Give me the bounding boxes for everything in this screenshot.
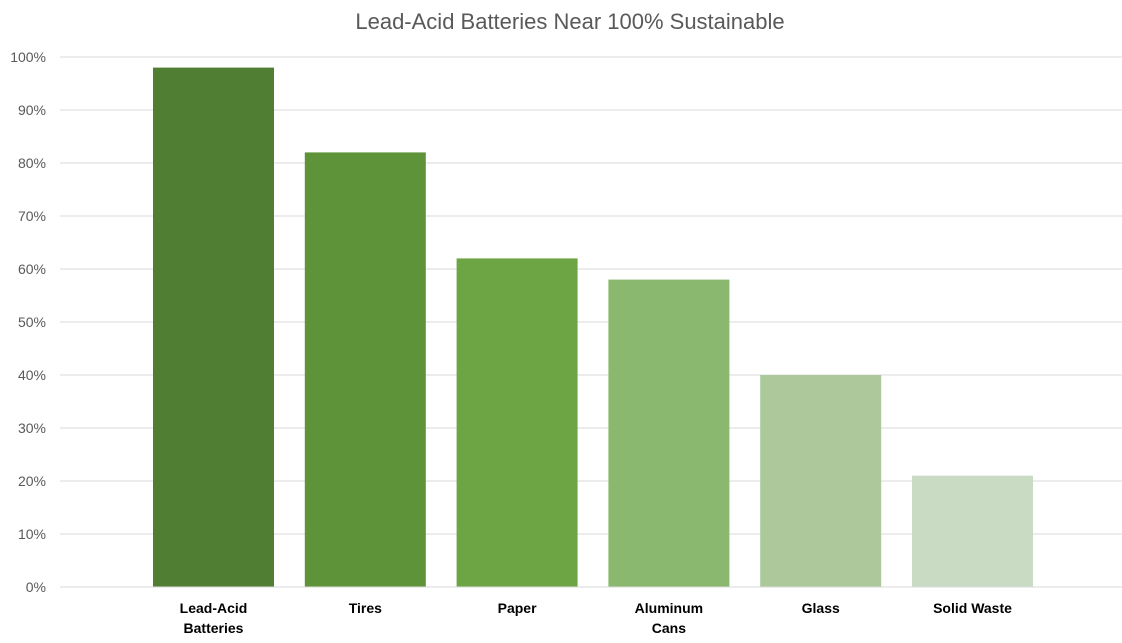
x-tick-label: Paper	[498, 600, 537, 616]
bar-tires	[304, 152, 426, 587]
bar-aluminum-cans	[608, 279, 730, 587]
y-tick-label: 70%	[18, 208, 46, 224]
x-tick-label: Aluminum Cans	[635, 600, 703, 636]
y-tick-label: 90%	[18, 102, 46, 118]
x-tick-label: Glass	[802, 600, 840, 616]
y-tick-label: 80%	[18, 155, 46, 171]
bar-glass	[760, 375, 882, 587]
y-tick-label: 50%	[18, 314, 46, 330]
bar-paper	[456, 258, 578, 587]
bar-solid-waste	[912, 475, 1033, 587]
y-tick-label: 0%	[26, 579, 46, 595]
x-axis: Lead-Acid Batteries Tires Paper Aluminum Cans…	[180, 600, 1012, 636]
x-tick-label: Lead-Acid Batteries	[180, 600, 248, 636]
x-tick-label: Tires	[349, 600, 382, 616]
x-tick-label: Solid Waste	[933, 600, 1012, 616]
y-tick-label: 40%	[18, 367, 46, 383]
y-tick-label: 30%	[18, 420, 46, 436]
bar-lead-acid-batteries	[153, 67, 274, 588]
y-tick-label: 100%	[10, 49, 46, 65]
bars	[153, 67, 1033, 588]
y-tick-label: 10%	[18, 526, 46, 542]
y-tick-label: 60%	[18, 261, 46, 277]
y-tick-label: 20%	[18, 473, 46, 489]
y-axis: 0% 10% 20% 30% 40% 50% 60% 70% 80% 90% 100%	[10, 49, 46, 595]
chart-title: Lead-Acid Batteries Near 100% Sustainabl…	[355, 9, 784, 34]
